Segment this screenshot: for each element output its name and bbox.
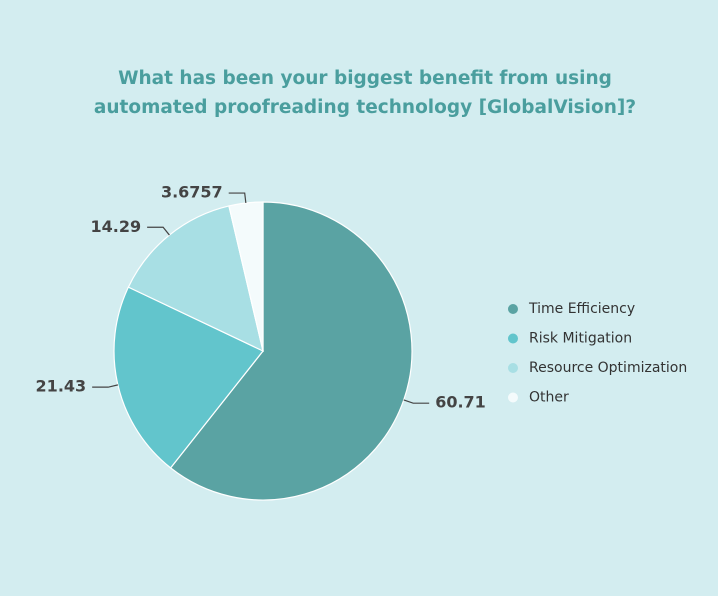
leader-line: [228, 192, 247, 204]
legend-label: Other: [529, 390, 569, 406]
pie-slice: [169, 201, 413, 501]
legend-label: Resource Optimization: [529, 360, 687, 376]
pie-slice: [228, 201, 264, 352]
legend-label: Risk Mitigation: [529, 331, 632, 347]
data-label: 3.6757: [161, 183, 223, 202]
data-label: 14.29: [91, 217, 142, 236]
legend-marker: [508, 304, 518, 314]
data-label: 21.43: [36, 377, 87, 396]
pie-slice: [127, 205, 264, 353]
chart-title: What has been your biggest benefit from …: [93, 68, 637, 118]
leader-line: [403, 399, 430, 404]
legend-marker: [508, 333, 518, 344]
leader-line: [92, 384, 119, 388]
legend-marker: [508, 363, 518, 373]
legend-marker: [508, 392, 518, 403]
leader-line: [147, 226, 170, 236]
data-label: 60.71: [435, 393, 486, 412]
legend-label: Time Efficiency: [528, 301, 635, 317]
